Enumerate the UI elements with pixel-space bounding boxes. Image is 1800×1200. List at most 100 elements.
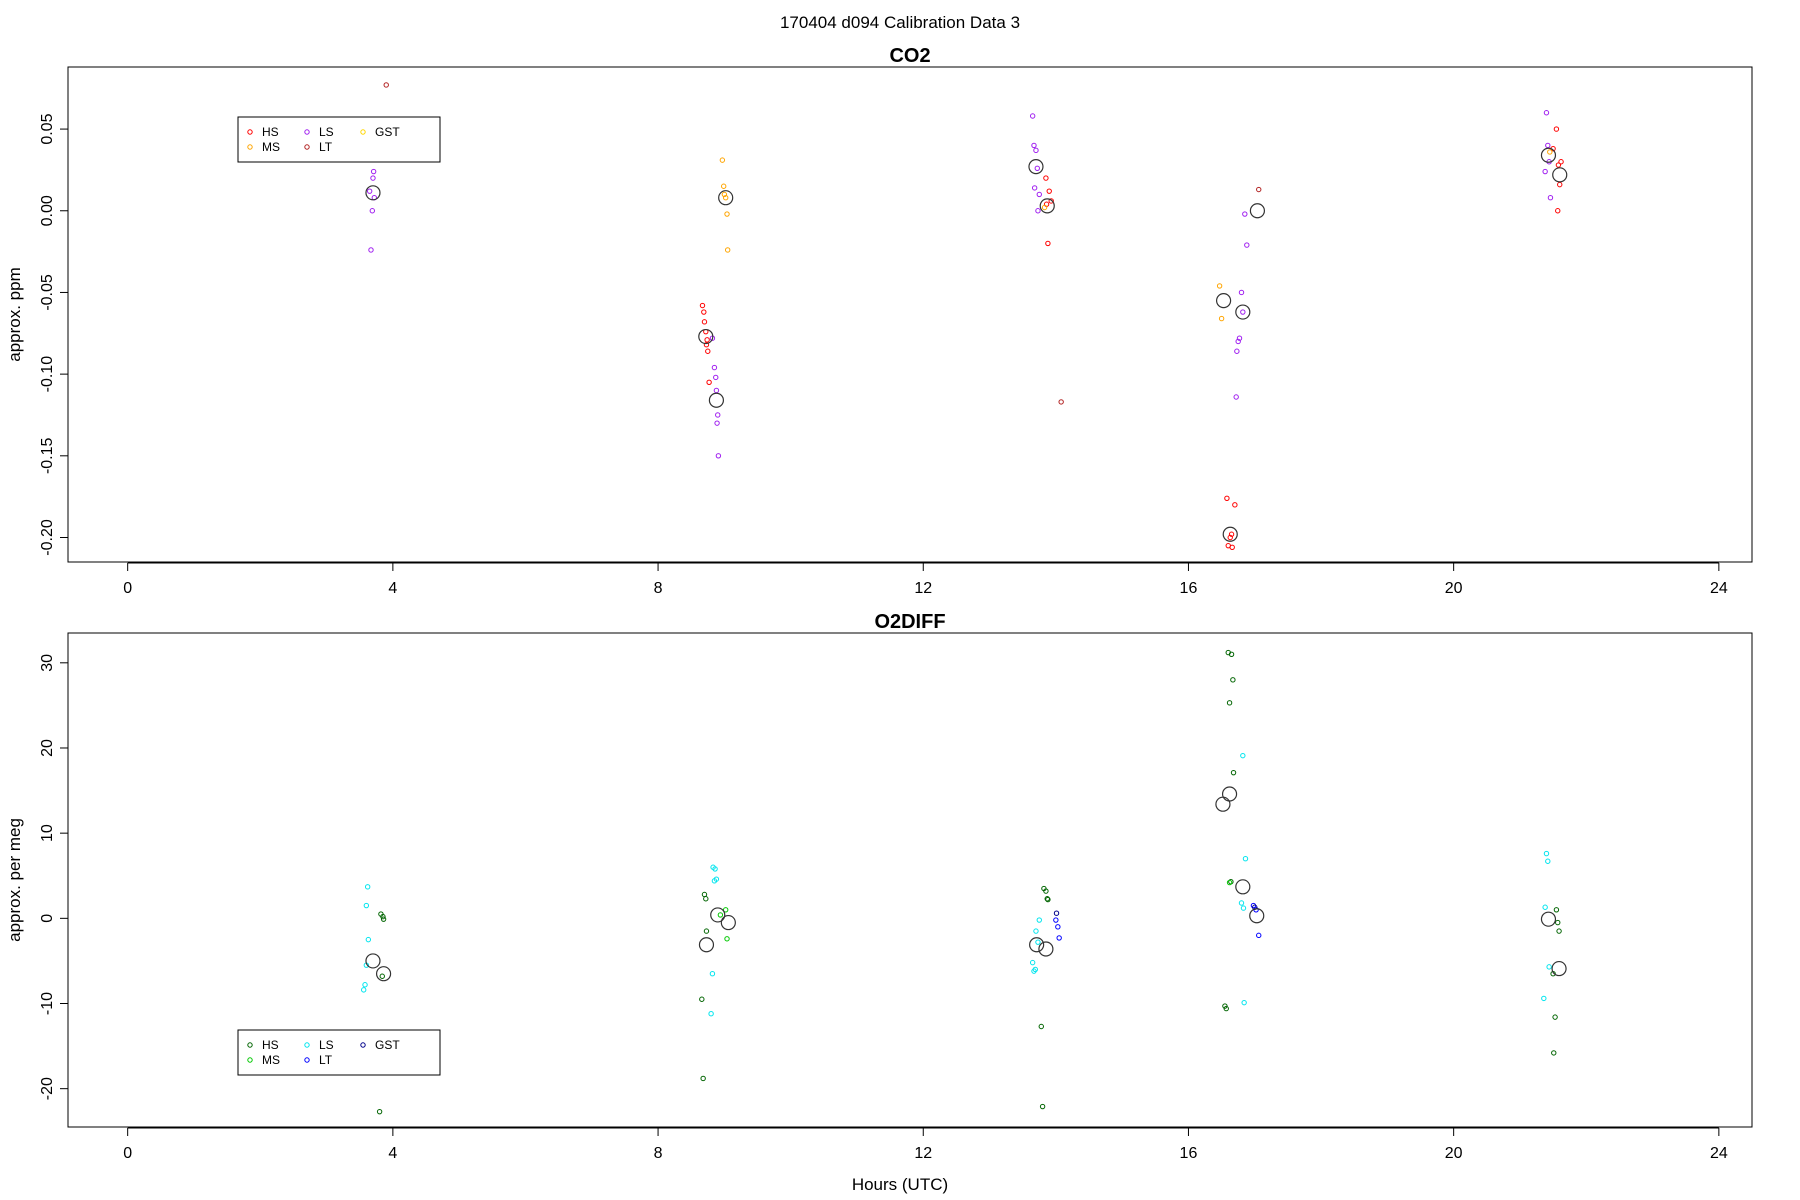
mean-point [718,190,734,206]
data-point-lt [1058,399,1064,405]
data-point-ls [709,970,716,977]
mean-point [1215,293,1232,309]
mean-point [1038,941,1054,957]
x-tick-label: 20 [1445,1145,1463,1162]
o2diff-panel: O2DIFF 0 4 8 12 16 20 24 30 20 10 0 -10 -20 approx. pe… [5,611,1753,1162]
data-point-ls [708,1011,714,1017]
mean-point [710,907,726,923]
data-point-hs [380,913,386,920]
data-point-ls [1238,289,1245,296]
legend-marker [304,1057,310,1063]
data-point-ls [362,982,368,988]
data-point-ls [1543,110,1550,116]
y-tick-label: 30 [39,654,56,672]
y-tick-label: 20 [39,739,56,757]
y-tick-label: 0 [39,914,56,923]
mean-point [708,392,725,408]
x-tick-label: 4 [388,580,397,597]
data-point-ls [1547,194,1554,201]
mean-point [1249,203,1266,219]
y-tick-label: 10 [39,824,56,842]
data-point-hs [703,896,709,902]
data-point-lt [1053,917,1059,923]
data-point-ls [364,884,371,890]
data-point-hs [1556,928,1562,934]
data-point-ms [1041,204,1048,211]
points-layer [360,649,1567,1115]
data-point-ls [368,247,374,253]
x-tick-label: 20 [1445,580,1463,597]
data-point-hs [1552,1014,1558,1020]
data-point-ms [1547,149,1553,155]
data-point-ls [1032,966,1039,973]
x-tick-label: 24 [1710,1145,1728,1162]
data-point-ls [1240,752,1246,759]
mean-point [365,185,381,201]
data-point-ms [717,912,724,918]
data-point-hs [1230,769,1237,776]
data-point-ls [711,878,718,884]
data-point-gst [1053,910,1060,916]
data-point-ls [1029,959,1036,966]
x-tick-label: 12 [914,1145,932,1162]
data-point-ls [1236,335,1243,341]
data-point-ls [363,902,370,909]
legend-marker [360,1042,366,1048]
legend-label: MS [262,1053,280,1067]
legend-marker [247,1057,253,1063]
points-layer [365,82,1568,550]
data-point-ms [1218,315,1225,322]
data-point-ls [370,168,377,175]
data-point-ls [360,987,367,993]
data-point-hs [1557,181,1563,188]
mean-point [1235,879,1251,895]
data-point-ms [719,157,726,163]
data-point-hs [1038,1023,1044,1030]
data-point-lt [1055,924,1061,930]
legend-marker [304,1042,310,1048]
mean-point [1221,786,1238,802]
x-tick-label: 4 [388,1145,397,1162]
data-point-ls [1035,208,1041,214]
data-point-hs [1228,651,1235,657]
mean-point [698,937,715,953]
data-point-ls [715,412,721,418]
data-point-hs [1045,240,1051,247]
mean-point [1039,198,1055,214]
legend-label: GST [375,1038,400,1052]
data-point-lt [1256,932,1262,939]
data-point-hs [1553,907,1560,913]
data-point-hs [1555,162,1562,168]
data-point-ls [366,188,373,194]
y-tick-label: 0.00 [39,195,56,226]
mean-point [1222,526,1238,542]
y-tick-label: -0.15 [39,437,56,474]
data-point-ls [1034,165,1040,171]
data-point-hs [1224,495,1230,501]
x-tick-label: 16 [1180,580,1198,597]
mean-point [365,953,381,969]
data-point-ms [724,211,730,217]
data-point-ms [722,907,729,913]
x-tick-label: 8 [654,580,663,597]
data-point-hs [701,319,708,325]
data-point-ls [365,936,372,943]
data-point-lt [1056,935,1062,941]
x-tick-label: 24 [1710,580,1728,597]
data-point-hs [704,337,710,343]
legend-box [237,116,441,163]
data-point-ls [713,387,720,394]
data-point-hs [1229,544,1235,550]
data-point-ls [1541,995,1547,1002]
data-point-hs [1226,700,1233,706]
data-point-hs [1553,126,1560,132]
mean-point [1028,159,1044,175]
mean-point [720,914,736,931]
data-point-ls [370,175,376,181]
legend-marker [247,1042,253,1048]
mean-point [375,966,392,982]
mean-point [1551,960,1567,977]
